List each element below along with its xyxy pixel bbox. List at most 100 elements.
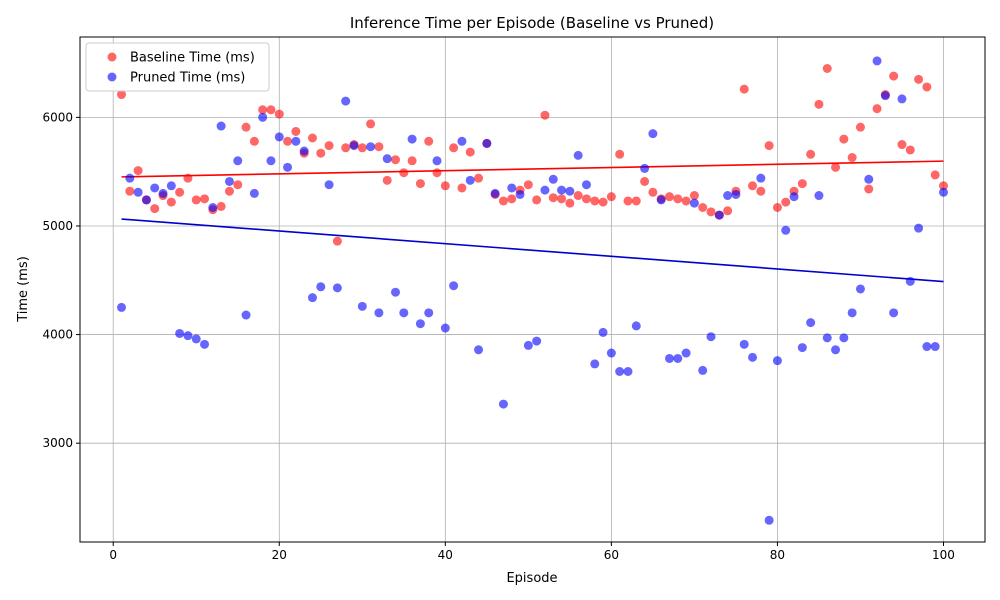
point-baseline xyxy=(864,184,874,194)
point-baseline xyxy=(938,181,948,191)
point-pruned xyxy=(391,287,401,297)
point-baseline xyxy=(432,168,442,178)
point-baseline xyxy=(814,99,824,109)
trendline-baseline xyxy=(121,160,944,178)
legend: Baseline Time (ms) Pruned Time (ms) xyxy=(85,42,270,92)
point-baseline xyxy=(548,193,558,203)
point-pruned xyxy=(200,339,210,349)
point-baseline xyxy=(772,203,782,213)
point-baseline xyxy=(216,201,226,211)
point-pruned xyxy=(889,308,899,318)
point-baseline xyxy=(440,181,450,191)
y-axis-label: Time (ms) xyxy=(16,256,31,323)
point-pruned xyxy=(449,281,459,291)
point-baseline xyxy=(681,196,691,206)
point-baseline xyxy=(855,122,865,132)
point-pruned xyxy=(922,342,932,352)
point-baseline xyxy=(565,198,575,208)
point-pruned xyxy=(274,132,284,142)
point-baseline xyxy=(150,204,160,214)
point-pruned xyxy=(283,162,293,172)
point-pruned xyxy=(465,175,475,185)
point-baseline xyxy=(258,105,268,115)
x-tick-label: 40 xyxy=(438,548,453,562)
point-pruned xyxy=(258,112,268,122)
point-pruned xyxy=(424,308,434,318)
point-pruned xyxy=(814,191,824,201)
point-baseline xyxy=(664,192,674,202)
point-baseline xyxy=(266,105,276,115)
x-axis-label: Episode xyxy=(506,571,557,586)
point-pruned xyxy=(332,283,342,293)
point-baseline xyxy=(125,186,135,196)
point-pruned xyxy=(482,138,492,148)
point-pruned xyxy=(731,189,741,199)
ticks-layer: 0 20 40 60 80 100 3000 4000 5000 6000 xyxy=(42,110,954,562)
point-baseline xyxy=(698,203,708,213)
point-baseline xyxy=(905,145,915,155)
point-baseline xyxy=(507,194,517,204)
point-baseline xyxy=(748,181,758,191)
point-pruned xyxy=(806,318,816,328)
grid-layer xyxy=(80,37,985,542)
point-pruned xyxy=(191,334,201,344)
point-pruned xyxy=(307,293,317,303)
point-baseline xyxy=(922,82,932,92)
x-tick-label: 20 xyxy=(272,548,287,562)
point-pruned xyxy=(606,348,616,358)
point-baseline xyxy=(117,90,127,100)
point-pruned xyxy=(631,321,641,331)
point-baseline xyxy=(407,156,417,166)
point-baseline xyxy=(191,195,201,205)
point-baseline xyxy=(557,194,567,204)
point-pruned xyxy=(357,301,367,311)
point-pruned xyxy=(905,276,915,286)
point-baseline xyxy=(399,168,409,178)
point-baseline xyxy=(764,141,774,151)
point-pruned xyxy=(723,191,733,201)
point-pruned xyxy=(349,141,359,151)
plot-frame xyxy=(79,36,986,543)
point-baseline xyxy=(797,179,807,189)
point-pruned xyxy=(581,180,591,190)
point-baseline xyxy=(781,197,791,207)
point-baseline xyxy=(457,183,467,193)
point-pruned xyxy=(540,185,550,195)
point-baseline xyxy=(831,162,841,172)
point-pruned xyxy=(930,342,940,352)
point-pruned xyxy=(664,353,674,363)
point-pruned xyxy=(208,203,218,213)
point-baseline xyxy=(914,74,924,84)
point-pruned xyxy=(457,136,467,146)
point-baseline xyxy=(366,119,376,129)
point-pruned xyxy=(216,121,226,131)
point-baseline xyxy=(274,109,284,119)
point-baseline xyxy=(723,206,733,216)
point-baseline xyxy=(640,176,650,186)
point-baseline xyxy=(590,196,600,206)
y-tick-label: 4000 xyxy=(42,328,73,342)
point-pruned xyxy=(623,366,633,376)
point-pruned xyxy=(291,136,301,146)
point-pruned xyxy=(748,352,758,362)
point-baseline xyxy=(233,180,243,190)
legend-box xyxy=(85,42,270,92)
point-pruned xyxy=(507,183,517,193)
point-pruned xyxy=(266,156,276,166)
point-pruned xyxy=(299,146,309,156)
point-pruned xyxy=(150,183,160,193)
point-pruned xyxy=(872,56,882,66)
point-pruned xyxy=(714,210,724,220)
point-pruned xyxy=(764,515,774,525)
point-pruned xyxy=(532,336,542,346)
y-tick-label: 5000 xyxy=(42,219,73,233)
point-baseline xyxy=(689,191,699,201)
point-pruned xyxy=(756,173,766,183)
point-pruned xyxy=(125,173,135,183)
point-pruned xyxy=(324,180,334,190)
point-baseline xyxy=(357,143,367,153)
point-pruned xyxy=(938,187,948,197)
point-pruned xyxy=(897,94,907,104)
point-pruned xyxy=(382,154,392,164)
